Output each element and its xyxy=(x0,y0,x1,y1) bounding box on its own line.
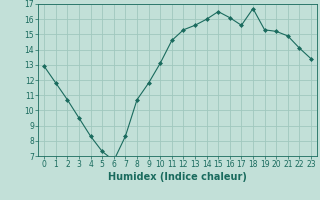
X-axis label: Humidex (Indice chaleur): Humidex (Indice chaleur) xyxy=(108,172,247,182)
